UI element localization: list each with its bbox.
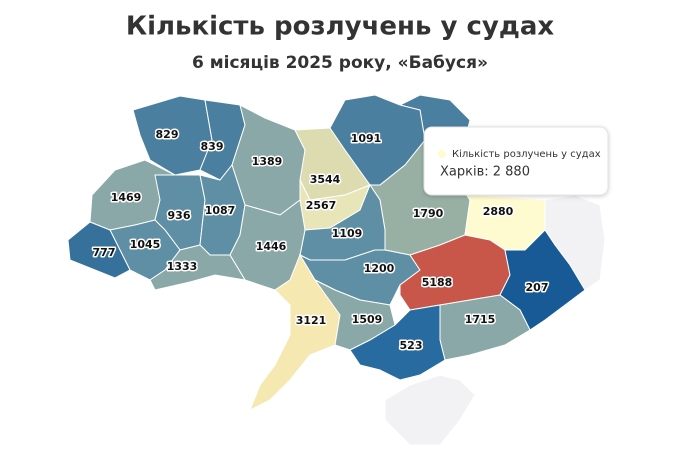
region-value-label: 1109 bbox=[332, 227, 363, 240]
region-value-label: 2880 bbox=[483, 205, 514, 218]
region bbox=[349, 304, 446, 381]
tooltip-text: Харків: 2 880 bbox=[440, 165, 530, 180]
region-value-label: 1469 bbox=[111, 191, 142, 204]
tooltip-box bbox=[423, 126, 609, 196]
region-value-label: 936 bbox=[168, 209, 191, 222]
region bbox=[249, 253, 341, 412]
region bbox=[67, 221, 131, 279]
region-value-label: 1091 bbox=[351, 132, 382, 145]
region-value-label: 2567 bbox=[306, 199, 337, 212]
region-value-label: 1389 bbox=[252, 155, 283, 168]
region-value-label: 777 bbox=[93, 246, 116, 259]
region-value-label: 1790 bbox=[413, 207, 444, 220]
tooltip-series: Кількість розлучень у судах bbox=[452, 148, 601, 160]
tooltip-marker bbox=[438, 150, 446, 158]
region-no-data bbox=[384, 374, 476, 446]
chart-subtitle: 6 місяців 2025 року, «Бабуся» bbox=[192, 53, 488, 73]
chart-title: Кількість розлучень у судах bbox=[126, 12, 555, 42]
region-value-label: 207 bbox=[526, 281, 549, 294]
region-value-label: 5188 bbox=[422, 276, 453, 289]
region-value-label: 829 bbox=[156, 128, 179, 141]
region-value-label: 1045 bbox=[130, 238, 161, 251]
region-value-label: 1333 bbox=[167, 260, 198, 273]
region-value-label: 1200 bbox=[364, 262, 395, 275]
region-value-label: 1715 bbox=[465, 313, 496, 326]
tooltip: Кількість розлучень у судах Харків: 2 88… bbox=[423, 126, 609, 196]
region-value-label: 1509 bbox=[352, 313, 383, 326]
region bbox=[149, 244, 246, 291]
region-value-label: 1087 bbox=[205, 204, 236, 217]
labels: 829 839 1389 3544 1091 2567 1469 936 1087 1790 288… bbox=[91, 127, 550, 354]
region-value-label: 839 bbox=[201, 140, 224, 153]
region-value-label: 3121 bbox=[296, 314, 327, 327]
region-value-label: 523 bbox=[400, 339, 423, 352]
regions bbox=[67, 94, 606, 446]
region-value-label: 1446 bbox=[256, 240, 287, 253]
region-value-label: 3544 bbox=[310, 173, 341, 186]
